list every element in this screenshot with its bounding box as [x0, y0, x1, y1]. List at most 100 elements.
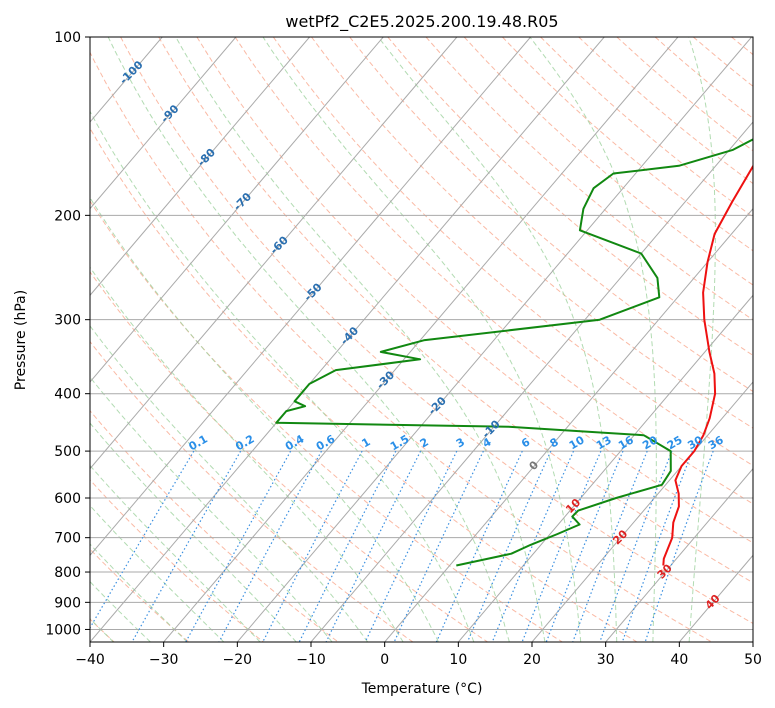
mixing-ratio-label: 1.5 [388, 432, 411, 453]
moist-adiabat-line [90, 266, 404, 642]
mixing-ratio-line [599, 450, 673, 642]
mixing-ratio-label: 10 [567, 433, 587, 452]
y-tick-label: 600 [54, 491, 81, 507]
y-tick-label: 700 [54, 531, 81, 547]
moist-adiabat-line [90, 422, 297, 642]
x-tick-label: 50 [744, 652, 762, 668]
dry-adiabat-line [311, 37, 753, 429]
mixing-ratio-line [218, 450, 323, 642]
dry-adiabat-line [540, 37, 753, 218]
mixing-ratio-label: 1 [359, 435, 372, 450]
moist-adiabat-line [107, 37, 510, 642]
dry-adiabat-line [90, 200, 563, 642]
dry-adiabat-line [90, 271, 488, 642]
mixing-ratio-label: 3 [454, 435, 467, 450]
temperature-profile-line [662, 164, 753, 566]
moist-adiabat-line [90, 196, 439, 642]
mixing-ratio-line [466, 450, 552, 642]
mixing-ratio-label: 13 [594, 433, 614, 452]
isotherm-line [752, 641, 753, 642]
mixing-ratio-line [262, 450, 363, 642]
x-axis-title: Temperature (°C) [361, 681, 483, 697]
mixing-ratio-line [131, 450, 242, 642]
dry-adiabat-line [770, 37, 775, 642]
x-tick-label: 40 [670, 652, 688, 668]
dewpoint-profile-line [275, 138, 753, 567]
mixing-ratio-line [393, 450, 484, 642]
moist-adiabat-line [90, 376, 333, 642]
isotherm-line [236, 37, 752, 642]
moist-adiabat-line [90, 580, 151, 642]
x-tick-label: −10 [296, 652, 326, 668]
x-tick-label: 0 [380, 652, 389, 668]
plot-frame [89, 36, 754, 643]
y-tick-label: 400 [54, 387, 81, 403]
dry-adiabat-line [90, 409, 339, 642]
isotherm-line [678, 554, 753, 642]
isotherm-line [384, 207, 753, 642]
x-tick-label: −20 [223, 652, 253, 668]
dry-adiabat-line [349, 37, 753, 393]
x-tick-label: 10 [449, 652, 467, 668]
mixing-ratio-line [572, 450, 648, 642]
mixing-ratio-label: 6 [519, 435, 532, 450]
isotherm-line [531, 381, 753, 642]
isotherm-line [163, 37, 679, 642]
dry-adiabat-line [158, 37, 753, 584]
mixing-ratio-line [364, 450, 458, 642]
background-lines [90, 37, 775, 642]
adiabat-label: -50 [301, 280, 324, 303]
isotherm-line [457, 294, 753, 642]
mixing-ratio-line [521, 450, 602, 642]
mixing-ratio-label: 36 [706, 433, 726, 452]
y-tick-label: 1000 [45, 622, 81, 638]
isotherm-line [310, 121, 753, 642]
dry-adiabat-line [502, 37, 753, 252]
moist-adiabat-line [529, 37, 657, 642]
profile-lines [275, 138, 753, 567]
mixing-ratio-line [491, 450, 575, 642]
dry-adiabat-line [90, 51, 712, 642]
mixing-ratio-label: 0.1 [187, 432, 210, 453]
mixing-ratio-line [298, 450, 397, 642]
isotherm-line [90, 37, 458, 470]
y-tick-label: 300 [54, 313, 81, 329]
x-axis: −40 −30 −20 −10 0 10 20 30 40 50 [75, 642, 762, 668]
contour-labels: 0.1 0.2 0.4 0.6 1 1.5 2 3 4 6 8 10 13 16 20 25 30 36-100-… [117, 58, 726, 612]
dry-adiabat-line [120, 37, 753, 624]
dry-adiabat-line [578, 37, 753, 185]
isotherm-line [90, 37, 384, 383]
moist-adiabat-line [688, 37, 716, 642]
x-tick-label: −40 [75, 652, 105, 668]
y-tick-label: 900 [54, 595, 81, 611]
y-tick-label: 100 [54, 30, 81, 46]
dry-adiabat-line [272, 37, 753, 467]
isotherm-line [90, 37, 237, 210]
moist-adiabat-line [262, 37, 582, 642]
moist-adiabat-line [90, 325, 369, 642]
isotherm-line [90, 37, 531, 557]
mixing-ratio-line [90, 450, 195, 630]
mixing-ratio-line [621, 450, 693, 642]
x-tick-label: 30 [597, 652, 615, 668]
y-tick-label: 200 [54, 208, 81, 224]
mixing-ratio-label: 2 [418, 435, 431, 450]
moist-adiabat-line [90, 464, 261, 642]
dry-adiabat-line [90, 479, 264, 642]
x-tick-label: 20 [523, 652, 541, 668]
mixing-ratio-label: 0.4 [283, 432, 307, 453]
dry-adiabat-line [196, 37, 753, 544]
y-tick-label: 800 [54, 565, 81, 581]
moist-adiabat-line [90, 504, 225, 642]
y-axis: 100 200 300 400 500 600 700 800 900 1000 [45, 30, 90, 638]
moist-adiabat-line [175, 37, 546, 642]
mixing-ratio-line [325, 450, 422, 642]
mixing-ratio-line [644, 450, 714, 642]
dry-adiabat-line [90, 127, 638, 642]
isotherm-line [90, 37, 310, 297]
y-axis-title: Pressure (hPa) [13, 290, 29, 390]
x-tick-label: −30 [149, 652, 179, 668]
moist-adiabat-line [90, 110, 475, 642]
moist-adiabat-line [377, 37, 618, 642]
